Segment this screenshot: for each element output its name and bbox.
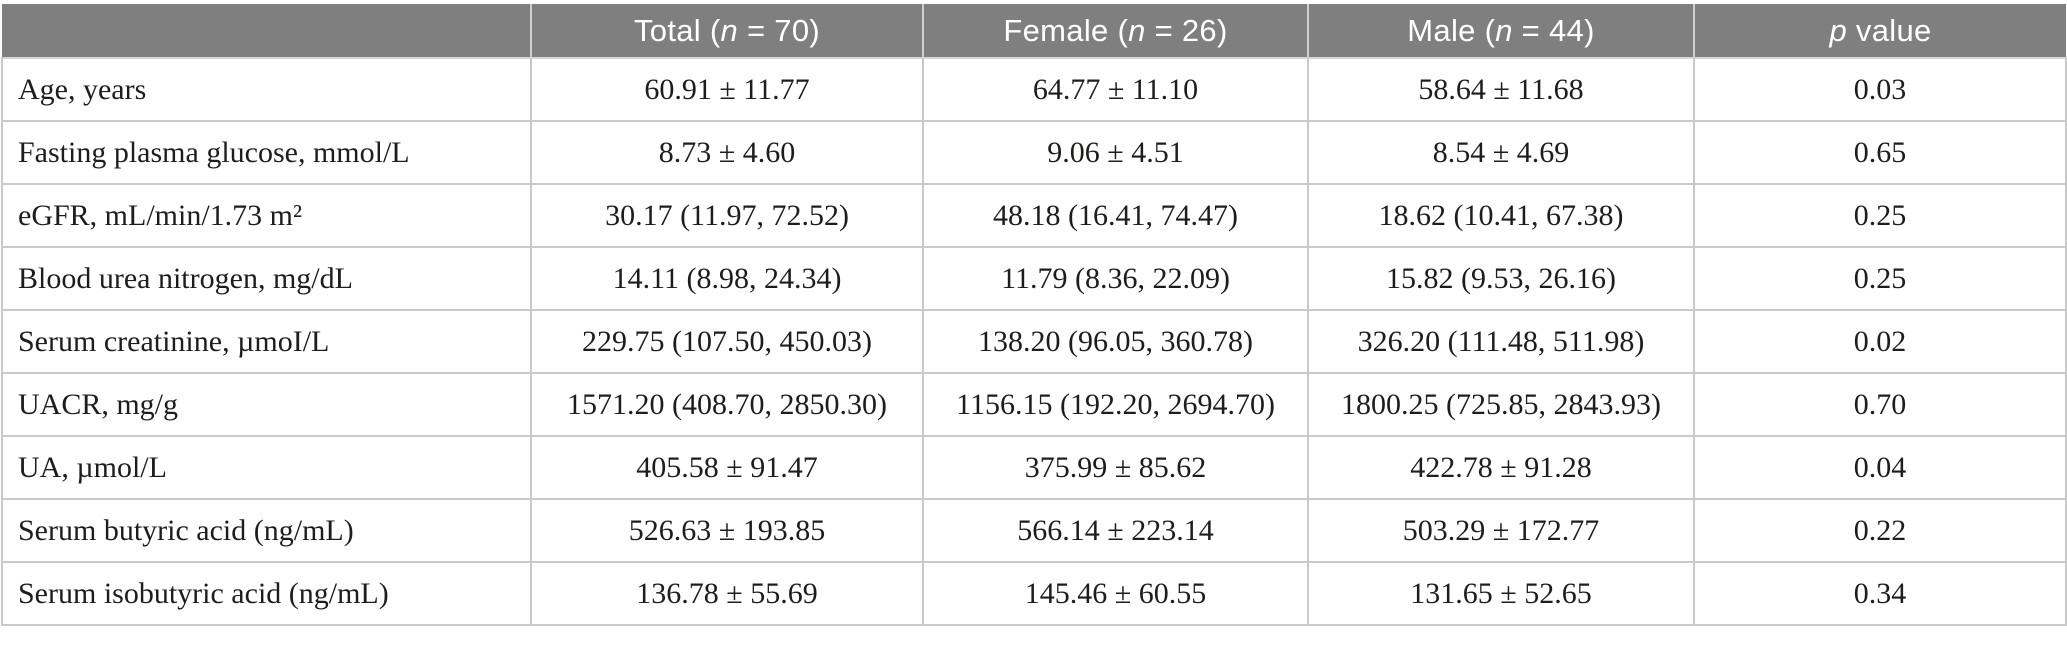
baseline-characteristics-table: Total (n = 70) Female (n = 26) Male (n =… xyxy=(1,4,2067,626)
cell-p-value: 0.04 xyxy=(1693,435,2067,500)
row-label: Blood urea nitrogen, mg/dL xyxy=(1,246,532,311)
cell-p-value: 0.02 xyxy=(1693,309,2067,374)
cell-female: 11.79 (8.36, 22.09) xyxy=(922,246,1309,311)
cell-total: 526.63 ± 193.85 xyxy=(530,498,924,563)
cell-total: 405.58 ± 91.47 xyxy=(530,435,924,500)
cell-male: 15.82 (9.53, 26.16) xyxy=(1307,246,1695,311)
table-row: UACR, mg/g 1571.20 (408.70, 2850.30) 115… xyxy=(1,372,2067,437)
row-label: UA, µmol/L xyxy=(1,435,532,500)
table-row: UA, µmol/L 405.58 ± 91.47 375.99 ± 85.62… xyxy=(1,435,2067,500)
cell-total: 136.78 ± 55.69 xyxy=(530,561,924,626)
table-row: Fasting plasma glucose, mmol/L 8.73 ± 4.… xyxy=(1,120,2067,185)
header-n-italic: n xyxy=(720,12,739,48)
table-header-row: Total (n = 70) Female (n = 26) Male (n =… xyxy=(2,4,2066,58)
header-n-italic: n xyxy=(1495,12,1513,48)
cell-p-value: 0.25 xyxy=(1693,183,2067,248)
row-label: Serum isobutyric acid (ng/mL) xyxy=(1,561,532,626)
cell-p-value: 0.65 xyxy=(1693,120,2067,185)
cell-male: 58.64 ± 11.68 xyxy=(1307,57,1695,122)
header-n-italic: n xyxy=(1128,12,1146,48)
cell-total: 8.73 ± 4.60 xyxy=(530,120,924,185)
table-row: eGFR, mL/min/1.73 m² 30.17 (11.97, 72.52… xyxy=(1,183,2067,248)
table-row: Serum creatinine, µmoI/L 229.75 (107.50,… xyxy=(1,309,2067,374)
column-header-p-value: p value xyxy=(1694,4,2066,58)
cell-female: 1156.15 (192.20, 2694.70) xyxy=(922,372,1309,437)
cell-p-value: 0.22 xyxy=(1693,498,2067,563)
cell-male: 1800.25 (725.85, 2843.93) xyxy=(1307,372,1695,437)
cell-total: 30.17 (11.97, 72.52) xyxy=(530,183,924,248)
cell-p-value: 0.03 xyxy=(1693,57,2067,122)
header-text: = 26) xyxy=(1145,12,1228,48)
row-label: Serum butyric acid (ng/mL) xyxy=(1,498,532,563)
cell-total: 14.11 (8.98, 24.34) xyxy=(530,246,924,311)
cell-female: 566.14 ± 223.14 xyxy=(922,498,1309,563)
cell-female: 9.06 ± 4.51 xyxy=(922,120,1309,185)
header-text: Total ( xyxy=(633,12,721,48)
table-row: Serum butyric acid (ng/mL) 526.63 ± 193.… xyxy=(1,498,2067,563)
cell-female: 64.77 ± 11.10 xyxy=(922,57,1309,122)
table-row: Serum isobutyric acid (ng/mL) 136.78 ± 5… xyxy=(1,561,2067,626)
cell-p-value: 0.34 xyxy=(1693,561,2067,626)
cell-male: 422.78 ± 91.28 xyxy=(1307,435,1695,500)
row-label: Age, years xyxy=(1,57,532,122)
header-text: = 70) xyxy=(738,12,820,48)
cell-male: 326.20 (111.48, 511.98) xyxy=(1307,309,1695,374)
cell-female: 138.20 (96.05, 360.78) xyxy=(922,309,1309,374)
header-p-italic: p xyxy=(1829,12,1847,48)
column-header-variable xyxy=(2,4,532,58)
cell-total: 60.91 ± 11.77 xyxy=(530,57,924,122)
table-row: Blood urea nitrogen, mg/dL 14.11 (8.98, … xyxy=(1,246,2067,311)
cell-female: 48.18 (16.41, 74.47) xyxy=(922,183,1309,248)
row-label: eGFR, mL/min/1.73 m² xyxy=(1,183,532,248)
row-label: UACR, mg/g xyxy=(1,372,532,437)
header-text: Male ( xyxy=(1407,12,1496,48)
cell-total: 1571.20 (408.70, 2850.30) xyxy=(530,372,924,437)
header-text: = 44) xyxy=(1512,12,1595,48)
cell-male: 503.29 ± 172.77 xyxy=(1307,498,1695,563)
column-header-male: Male (n = 44) xyxy=(1308,4,1695,58)
cell-male: 8.54 ± 4.69 xyxy=(1307,120,1695,185)
row-label: Serum creatinine, µmoI/L xyxy=(1,309,532,374)
cell-p-value: 0.25 xyxy=(1693,246,2067,311)
table-row: Age, years 60.91 ± 11.77 64.77 ± 11.10 5… xyxy=(1,57,2067,122)
header-text: value xyxy=(1847,12,1932,48)
header-text: Female ( xyxy=(1003,12,1129,48)
cell-male: 131.65 ± 52.65 xyxy=(1307,561,1695,626)
cell-p-value: 0.70 xyxy=(1693,372,2067,437)
row-label: Fasting plasma glucose, mmol/L xyxy=(1,120,532,185)
cell-male: 18.62 (10.41, 67.38) xyxy=(1307,183,1695,248)
cell-female: 145.46 ± 60.55 xyxy=(922,561,1309,626)
cell-total: 229.75 (107.50, 450.03) xyxy=(530,309,924,374)
cell-female: 375.99 ± 85.62 xyxy=(922,435,1309,500)
column-header-total: Total (n = 70) xyxy=(531,4,924,58)
column-header-female: Female (n = 26) xyxy=(923,4,1309,58)
